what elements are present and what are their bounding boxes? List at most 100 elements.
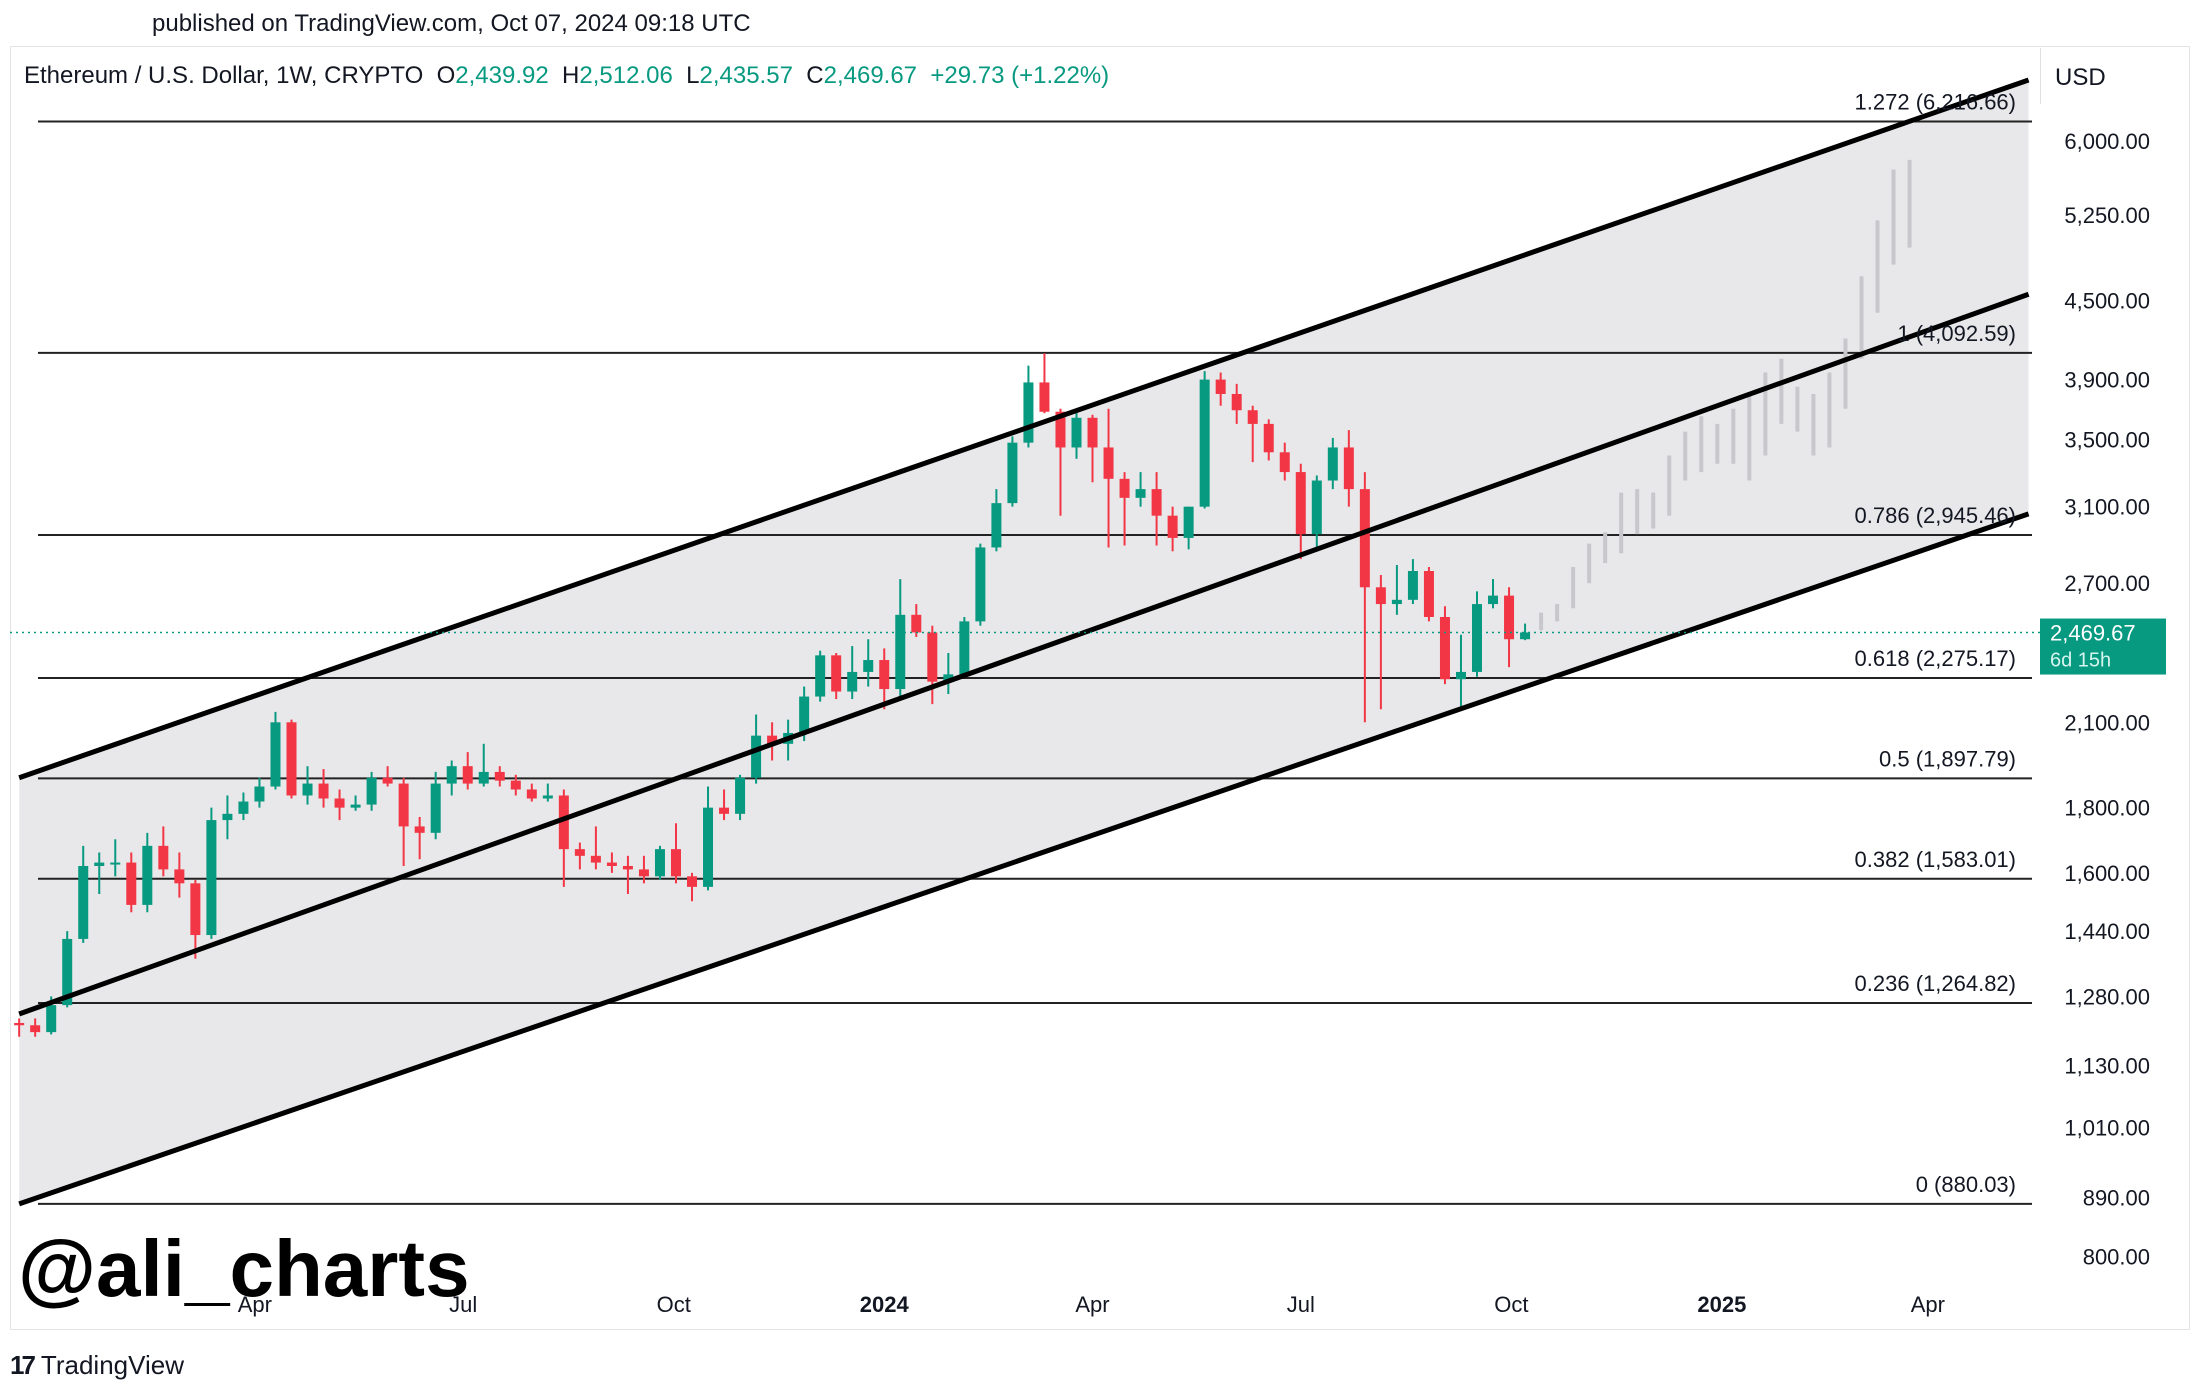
- open-label: O: [436, 62, 456, 89]
- candle-body: [398, 783, 409, 827]
- candle-body: [863, 660, 874, 672]
- candle-body: [78, 865, 89, 939]
- candle-body: [1423, 571, 1434, 617]
- candle-body: [831, 655, 842, 692]
- candle-body: [719, 807, 730, 814]
- x-tick-label: Apr: [238, 1292, 272, 1317]
- candle-body: [430, 783, 441, 833]
- candle-body: [1407, 571, 1418, 600]
- candle-body: [1087, 417, 1098, 448]
- y-tick-label: 1,600.00: [2064, 861, 2150, 886]
- candle-body: [1327, 447, 1338, 481]
- low-value: 2,435.57: [699, 62, 793, 89]
- footer-brand[interactable]: 17 TradingView: [10, 1350, 184, 1381]
- candle-body: [270, 722, 281, 787]
- candle-body: [911, 614, 922, 633]
- y-tick-label: 5,250.00: [2064, 203, 2150, 228]
- y-tick-label: 4,500.00: [2064, 288, 2150, 313]
- x-tick-label: Jul: [449, 1292, 477, 1317]
- currency-selector[interactable]: USD: [2040, 48, 2180, 104]
- published-note: published on TradingView.com, Oct 07, 20…: [152, 10, 751, 37]
- candle-body: [1135, 489, 1146, 498]
- candle-body: [30, 1025, 41, 1033]
- y-tick-label: 800.00: [2083, 1245, 2150, 1270]
- candle-body: [943, 674, 954, 682]
- candle-body: [799, 696, 810, 733]
- candle-body: [286, 722, 297, 796]
- candle-body: [1119, 478, 1130, 498]
- candle-body: [1151, 489, 1162, 516]
- candle-body: [510, 780, 521, 790]
- fib-level-label: 0.236 (1,264.82): [1855, 971, 2016, 996]
- candle-body: [222, 813, 233, 821]
- x-tick-label: 2025: [1697, 1292, 1746, 1317]
- candle-body: [1391, 599, 1402, 605]
- candle-body: [46, 1005, 57, 1033]
- candle-body: [1167, 515, 1178, 538]
- candle-body: [751, 735, 762, 778]
- candle-body: [1472, 604, 1483, 672]
- candle-body: [302, 783, 313, 796]
- candle-body: [1343, 447, 1354, 490]
- candle-body: [1375, 587, 1386, 605]
- candle-body: [414, 826, 425, 833]
- candle-body: [1311, 480, 1322, 535]
- candle-body: [1279, 452, 1290, 473]
- y-tick-label: 3,100.00: [2064, 495, 2150, 520]
- candle-body: [558, 795, 569, 850]
- candle-body: [174, 869, 185, 884]
- candle-body: [446, 766, 457, 784]
- open-value: 2,439.92: [455, 62, 549, 89]
- candle-body: [494, 771, 505, 781]
- low-label: L: [686, 62, 700, 89]
- candle-body: [1199, 379, 1210, 507]
- candle-body: [638, 869, 649, 877]
- candle-body: [895, 614, 906, 690]
- candle-body: [1215, 379, 1226, 394]
- fib-level-label: 0 (880.03): [1916, 1172, 2016, 1197]
- candle-body: [1359, 489, 1370, 588]
- x-tick-label: Oct: [1494, 1292, 1528, 1317]
- tradingview-logo-icon: 17: [10, 1350, 36, 1380]
- candle-body: [670, 849, 681, 877]
- y-tick-label: 1,800.00: [2064, 796, 2150, 821]
- candle-body: [1263, 423, 1274, 453]
- candle-body: [847, 671, 858, 692]
- candle-body: [606, 862, 617, 866]
- candle-body: [366, 777, 377, 805]
- y-tick-label: 1,440.00: [2064, 919, 2150, 944]
- watermark: @ali_charts: [18, 1224, 470, 1313]
- current-price-tag: [2040, 618, 2166, 675]
- fib-level-label: 0.5 (1,897.79): [1879, 746, 2016, 771]
- candle-body: [879, 660, 890, 690]
- y-tick-label: 1,280.00: [2064, 984, 2150, 1009]
- candle-body: [1071, 417, 1082, 448]
- candle-body: [991, 503, 1002, 548]
- candle-body: [1103, 447, 1114, 479]
- high-label: H: [562, 62, 580, 89]
- channel-lower-line: [18, 511, 2030, 1207]
- fib-level-label: 0.618 (2,275.17): [1855, 646, 2016, 671]
- candle-body: [1504, 595, 1515, 640]
- candle-body: [687, 876, 698, 887]
- candle-body: [927, 632, 938, 682]
- candle-body: [735, 777, 746, 814]
- candle-body: [1295, 472, 1306, 535]
- candle-body: [142, 845, 153, 905]
- candle-body: [62, 938, 73, 1006]
- candle-body: [382, 777, 393, 784]
- y-tick-label: 6,000.00: [2064, 129, 2150, 154]
- fib-level-label: 0.382 (1,583.01): [1855, 847, 2016, 872]
- candle-body: [1023, 382, 1034, 443]
- channel-middle-line: [18, 291, 2030, 1017]
- candle-body: [350, 804, 361, 808]
- candle-body: [1039, 382, 1050, 412]
- candle-body: [1439, 616, 1450, 680]
- candle-body: [462, 766, 473, 784]
- current-price-countdown: 6d 15h: [2050, 650, 2111, 672]
- candle-body: [158, 845, 169, 870]
- candle-body: [959, 621, 970, 675]
- candle-body: [526, 789, 537, 799]
- candle-body: [574, 849, 585, 856]
